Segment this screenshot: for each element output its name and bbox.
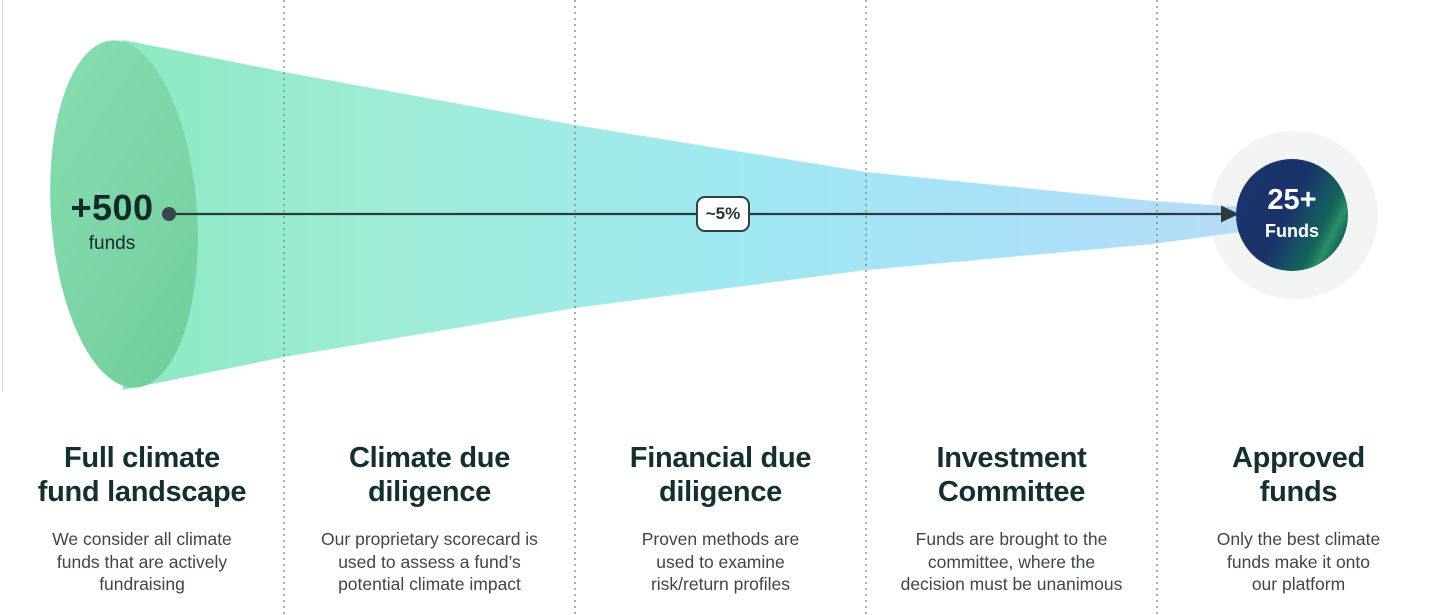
start-count-label: +500 funds: [32, 190, 192, 255]
stage-title: Approved funds: [1232, 442, 1365, 508]
approved-funds-circle: [1236, 159, 1348, 271]
stage-description: Funds are brought to the committee, wher…: [900, 529, 1123, 594]
stage-investment-committee: Investment Committee Funds are brought t…: [866, 441, 1157, 596]
stage-description: We consider all climate funds that are a…: [52, 529, 232, 594]
stage-approved-funds: Approved funds Only the best climate fun…: [1157, 441, 1440, 596]
stage-description: Only the best climate funds make it onto…: [1216, 529, 1381, 594]
stage-divider-dotted: [283, 0, 285, 615]
start-count-unit: funds: [88, 233, 136, 254]
stage-description: Proven methods are used to examine risk/…: [641, 529, 800, 594]
conversion-rate-badge: ~5%: [696, 196, 750, 232]
stage-divider-dotted: [865, 0, 867, 615]
start-count-value: +500: [70, 187, 154, 228]
flow-start-dot: [162, 207, 176, 221]
left-edge-artifact: [2, 0, 3, 392]
end-count-label: 25+ Funds: [1232, 185, 1352, 242]
end-count-unit: Funds: [1265, 221, 1319, 241]
stage-divider-dotted: [1156, 0, 1158, 615]
stage-title: Financial due diligence: [629, 442, 812, 508]
stage-title: Full climate fund landscape: [37, 442, 247, 508]
stage-description: Our proprietary scorecard is used to ass…: [321, 529, 538, 594]
stage-financial-due-diligence: Financial due diligence Proven methods a…: [575, 441, 866, 596]
arrowhead-icon: [1221, 205, 1239, 223]
stage-climate-due-diligence: Climate due diligence Our proprietary sc…: [284, 441, 575, 596]
stage-full-climate-fund-landscape: Full climate fund landscape We consider …: [0, 441, 284, 596]
funnel-mouth-ellipse: [50, 40, 198, 388]
stage-title: Climate due diligence: [348, 442, 511, 508]
end-count-value: 25+: [1267, 184, 1317, 216]
stage-title: Investment Committee: [936, 442, 1087, 508]
stage-divider-dotted: [574, 0, 576, 615]
